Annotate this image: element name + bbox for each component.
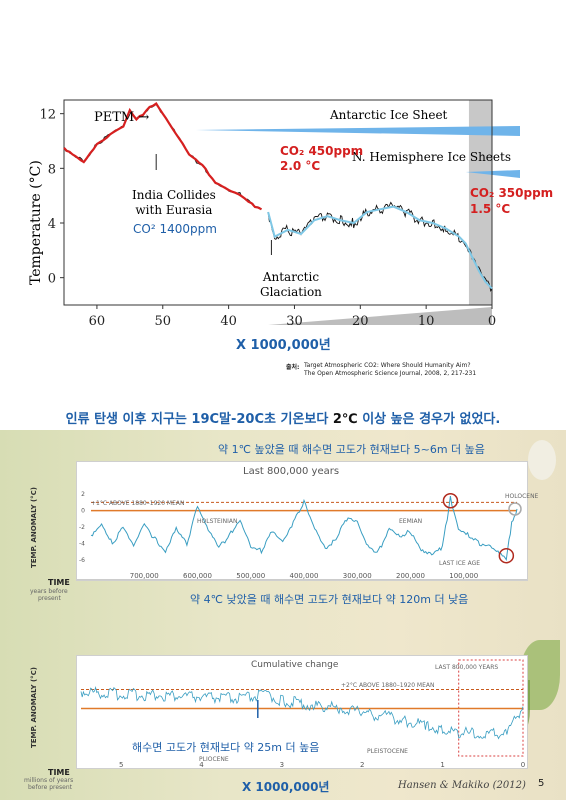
- top-y-axis-label: Temperature (°C): [28, 160, 44, 285]
- caption-part3: 이상 높은 경우가 없었다.: [357, 412, 501, 427]
- antarctic-ice-sheet-label: Antarctic Ice Sheet: [330, 108, 448, 122]
- temp-2-label: 2.0 °C: [280, 159, 321, 173]
- x-tick-label: 2: [360, 761, 364, 768]
- last-800k-label: LAST 800,000 YEARS: [435, 664, 499, 671]
- caption-part1: 인류 탄생 이후 지구는 19C말-20C초 기온보다: [65, 412, 333, 427]
- recent-shade: [468, 100, 492, 305]
- ice-age-highlight-circle: [498, 547, 515, 564]
- series-late-smooth: [267, 205, 493, 290]
- x-tick-label: 30: [286, 314, 303, 329]
- x-tick-label: 200,000: [396, 572, 425, 580]
- middle-time-label: TIME: [48, 578, 70, 587]
- x-tick-label: 400,000: [290, 572, 319, 580]
- middle-title: Last 800,000 years: [243, 466, 340, 477]
- x-tick-label: 300,000: [343, 572, 372, 580]
- y-tick-label: 0: [81, 508, 85, 515]
- x-tick-label: 4: [199, 761, 204, 768]
- middle-time-sub2: present: [38, 595, 61, 602]
- eemian-label: EEMIAN: [399, 518, 423, 525]
- y-tick-label: 8: [48, 162, 56, 177]
- last-800k-chart: 700,000 600,000 500,000 400,000 300,000 200,0…: [77, 491, 527, 580]
- y-tick-label: -2: [79, 524, 85, 531]
- antarctic-ice-arrow: [195, 126, 520, 136]
- temp-series: [80, 686, 524, 740]
- bottom-y-axis-label: TEMP. ANOMALY (°C): [30, 667, 38, 748]
- co2-350-label: CO₂ 350ppm: [470, 186, 554, 200]
- bottom-time-sub1: millions of years: [24, 777, 74, 784]
- bottom-time-label: TIME: [48, 768, 70, 777]
- petm-label: PETM →: [94, 110, 150, 125]
- middle-time-sub1: years before: [30, 588, 68, 595]
- y-tick-label: -6: [79, 557, 85, 564]
- cumulative-change-chart: 5 4 3 2 1 0: [80, 659, 525, 768]
- co2-450-label: CO₂ 450ppm: [280, 144, 364, 158]
- bottom-title: Cumulative change: [251, 660, 339, 670]
- antarctic-glaciation-label: Antarctic Glaciation: [260, 270, 322, 299]
- x-tick-label: 60: [89, 314, 106, 329]
- x-tick-label: 3: [280, 761, 284, 768]
- nh-ice-sheets-label: N. Hemisphere Ice Sheets: [352, 150, 511, 164]
- nh-ice-arrow: [465, 170, 520, 178]
- holsteinian-label: HOLSTEINIAN: [197, 518, 238, 525]
- source-line2: The Open Atmospheric Science Journal, 20…: [304, 370, 477, 377]
- x-tick-label: 10: [418, 314, 435, 329]
- bottom-x-axis-label: X 1000,000년: [242, 780, 330, 794]
- caption-emphasis: 2℃: [332, 412, 358, 427]
- temp-series: [90, 496, 518, 562]
- bottom-chart-box: 5 4 3 2 1 0 Cumulative change +2°C ABOVE 1880…: [76, 655, 528, 769]
- x-tick-label: 600,000: [183, 572, 212, 580]
- last-ice-age-label: LAST ICE AGE: [439, 560, 481, 567]
- middle-y-axis-label: TEMP. ANOMALY (°C): [30, 487, 38, 568]
- source-line1: Target Atmospheric CO2: Where Should Hum…: [304, 362, 471, 369]
- co2-1400-label: CO² 1400ppm: [133, 222, 217, 236]
- pleistocene-label: PLEISTOCENE: [367, 748, 408, 755]
- top-plot-frame: [63, 99, 493, 306]
- x-tick-label: 100,000: [449, 572, 478, 580]
- bottom-ref-label: +2°C ABOVE 1880–1920 MEAN: [341, 682, 435, 689]
- credit-label: Hansen & Makiko (2012): [398, 780, 526, 791]
- series-early-line: [63, 102, 263, 211]
- india-label: India Collides with Eurasia: [132, 188, 216, 217]
- pliocene-label: PLIOCENE: [199, 756, 229, 763]
- x-tick-label: 50: [154, 314, 171, 329]
- y-tick-label: 12: [39, 108, 56, 123]
- y-tick-label: -4: [79, 540, 85, 547]
- ice-wedge: [268, 307, 492, 325]
- x-tick-label: 5: [119, 761, 123, 768]
- x-tick-label: 20: [352, 314, 369, 329]
- middle-ref-label: +1°C ABOVE 1880–1920 MEAN: [91, 500, 185, 507]
- x-tick-label: 700,000: [130, 572, 159, 580]
- top-x-axis-label: X 1000,000년: [236, 338, 331, 353]
- bottom-note: 해수면 고도가 현재보다 약 25m 더 높음: [132, 741, 320, 754]
- page-number: 5: [538, 778, 545, 789]
- flower-decoration: [528, 440, 556, 480]
- middle-chart-box: 700,000 600,000 500,000 400,000 300,000 200,0…: [76, 461, 538, 581]
- middle-note-top: 약 1℃ 높았을 때 해수면 고도가 현재보다 5~6m 더 높음: [218, 443, 485, 456]
- cenozoic-temperature-chart: 0 4 8 12 60 50 40 30 20 10 0: [39, 99, 520, 329]
- middle-note-bottom: 약 4℃ 낮았을 때 해수면 고도가 현재보다 약 120m 더 낮음: [190, 593, 469, 606]
- top-chart-panel: 0 4 8 12 60 50 40 30 20 10 0 PETM → India Collides…: [24, 90, 553, 390]
- y-tick-label: 2: [81, 491, 85, 498]
- x-tick-label: 500,000: [236, 572, 265, 580]
- x-tick-label: 0: [488, 314, 496, 329]
- source-label: 출처:: [286, 364, 300, 371]
- temp-15-label: 1.5 °C: [470, 202, 511, 216]
- eemian-highlight-circle: [442, 493, 459, 509]
- x-tick-label: 40: [220, 314, 237, 329]
- y-tick-label: 4: [48, 217, 56, 232]
- y-tick-label: 0: [48, 272, 56, 287]
- holocene-label: HOLOCENE: [505, 493, 539, 500]
- main-caption: 인류 탄생 이후 지구는 19C말-20C초 기온보다 2℃ 이상 높은 경우가…: [0, 408, 566, 427]
- x-tick-label: 0: [521, 761, 525, 768]
- bottom-time-sub2: before present: [28, 784, 73, 791]
- x-tick-label: 1: [440, 761, 444, 768]
- holocene-highlight-circle: [508, 502, 522, 516]
